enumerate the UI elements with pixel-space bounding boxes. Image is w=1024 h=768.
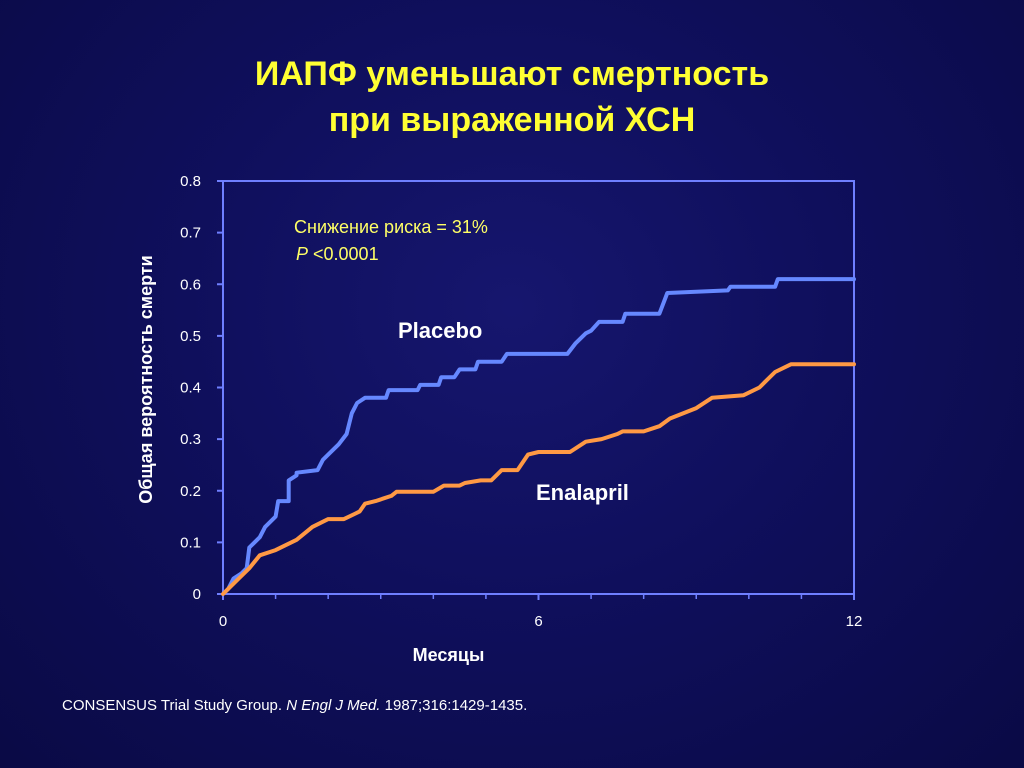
citation-authors: CONSENSUS Trial Study Group. — [62, 697, 287, 714]
y-tick-label: 0.4 — [180, 380, 201, 397]
series-line-placebo — [221, 277, 856, 596]
y-tick-label: 0.3 — [180, 431, 201, 448]
risk-reduction-label: Снижение риска = 31% — [294, 217, 488, 237]
citation: CONSENSUS Trial Study Group. N Engl J Me… — [62, 697, 527, 714]
y-tick-label: 0 — [193, 586, 201, 603]
p-symbol: P — [296, 244, 308, 264]
slide-title-line-2: при выраженной ХСН — [328, 101, 696, 139]
x-tick-label: 6 — [534, 613, 542, 630]
y-tick-label: 0.6 — [180, 276, 201, 293]
x-axis-title: Месяцы — [413, 645, 485, 665]
y-tick-label: 0.5 — [180, 328, 201, 345]
y-axis-title: Общая вероятность смерти — [136, 255, 156, 503]
y-tick-label: 0.8 — [180, 173, 201, 190]
p-value-label: P <0.0001 — [296, 244, 379, 264]
y-tick-label: 0.7 — [180, 225, 201, 242]
chart-series — [221, 277, 856, 596]
series-label-enalapril: Enalapril — [536, 480, 629, 505]
y-tick-label: 0.2 — [180, 483, 201, 500]
citation-details: 1987;316:1429-1435. — [380, 697, 528, 714]
chart-ticks: 0 0.1 0.2 0.3 0.4 0.5 0.6 0.7 0.8 0 6 12 — [180, 173, 862, 630]
p-value: <0.0001 — [308, 244, 379, 264]
x-tick-label: 0 — [219, 613, 227, 630]
x-tick-label: 12 — [846, 613, 863, 630]
slide-title-line-1: ИАПФ уменьшают смертность — [254, 55, 770, 93]
citation-journal: N Engl J Med. — [286, 697, 381, 714]
series-label-placebo: Placebo — [398, 318, 482, 343]
chart-labels: Месяцы Общая вероятность смерти Снижение р… — [136, 217, 629, 665]
y-tick-label: 0.1 — [180, 534, 201, 551]
series-line-enalapril — [221, 362, 856, 596]
